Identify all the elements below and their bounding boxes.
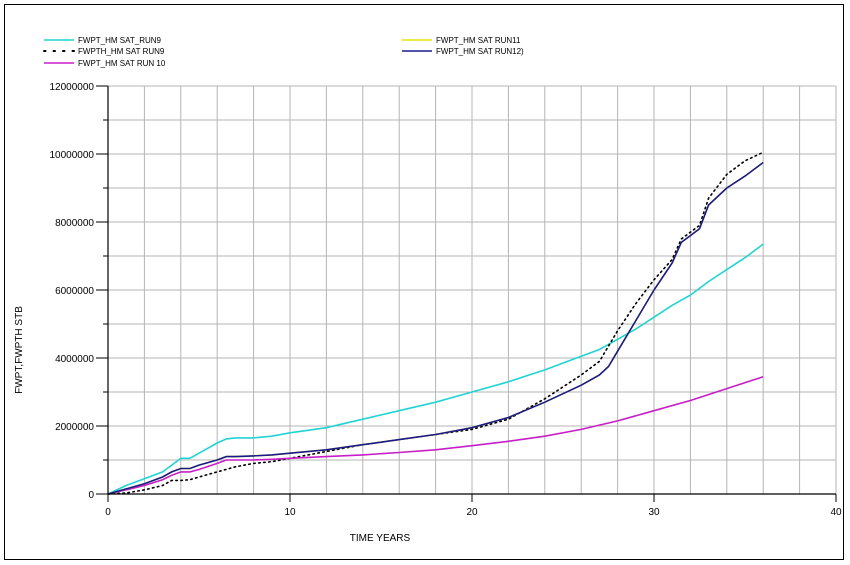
x-tick-label: 0 [105, 507, 111, 518]
legend-label: FWPT_HM SAT RUN11 [436, 36, 521, 45]
y-tick-label: 0 [88, 490, 94, 501]
y-tick-label: 10000000 [50, 150, 95, 161]
y-tick-label: 6000000 [55, 286, 94, 297]
legend-label: FWPT_HM SAT RUN12) [436, 47, 524, 56]
y-tick-label: 4000000 [55, 354, 94, 365]
legend-label: FWPTH_HM SAT RUN9 [78, 47, 165, 56]
x-tick-label: 20 [466, 507, 478, 518]
y-tick-label: 12000000 [50, 82, 95, 93]
y-axis-label: FWPT,FWPTH STB [14, 306, 25, 394]
legend: FWPT_HM SAT_RUN9 FWPTH_HM SAT RUN9 FWPT_HM… [43, 36, 524, 68]
y-tick-label: 2000000 [55, 422, 94, 433]
series-line-3 [107, 375, 764, 495]
x-tick-label: 40 [830, 507, 842, 518]
legend-label: FWPT_HM SAT RUN 10 [78, 59, 166, 68]
series-line-1 [107, 243, 764, 495]
series-layer [107, 151, 764, 495]
axes: 0 2000000 4000000 6000000 8000000 10000000 120… [50, 82, 842, 518]
series-line-5 [107, 161, 764, 495]
grid [107, 85, 837, 495]
x-tick-label: 30 [648, 507, 660, 518]
legend-label: FWPT_HM SAT_RUN9 [78, 36, 162, 45]
y-tick-label: 8000000 [55, 218, 94, 229]
x-tick-label: 10 [284, 507, 296, 518]
x-axis-label: TIME YEARS [350, 533, 411, 544]
